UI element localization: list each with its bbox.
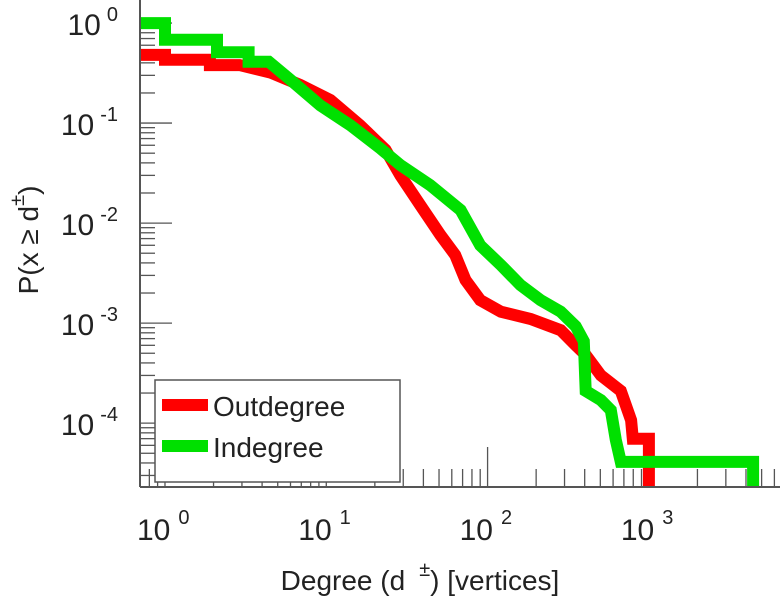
- x-axis-label: Degree (d ±) [vertices]: [281, 559, 560, 596]
- y-tick-label: 10 -2: [61, 204, 118, 242]
- tick-labels: 10 0 10 -1 10 -2 10 -3 10 -4 10 0 10 1 10 2 10 3: [61, 4, 674, 547]
- y-tick-label: 10 -1: [61, 104, 118, 142]
- y-tick-label: 10 0: [68, 4, 119, 42]
- series-line-outdegree: [140, 48, 655, 487]
- x-tick-label: 10 0: [137, 507, 190, 547]
- legend: Outdegree Indegree: [154, 379, 401, 483]
- x-tick-label: 10 2: [460, 507, 513, 547]
- y-tick-label: 10 -3: [61, 304, 118, 342]
- legend-label-outdegree: Outdegree: [213, 391, 345, 422]
- series-lines: [140, 17, 760, 487]
- x-tick-label: 10 1: [298, 507, 351, 547]
- legend-box: [154, 379, 401, 483]
- series-line-indegree: [140, 17, 760, 487]
- legend-label-indegree: Indegree: [213, 432, 324, 463]
- y-axis-label: P(x ≥ d±): [7, 186, 44, 295]
- x-tick-label: 10 3: [621, 507, 674, 547]
- y-tick-label: 10 -4: [61, 404, 118, 442]
